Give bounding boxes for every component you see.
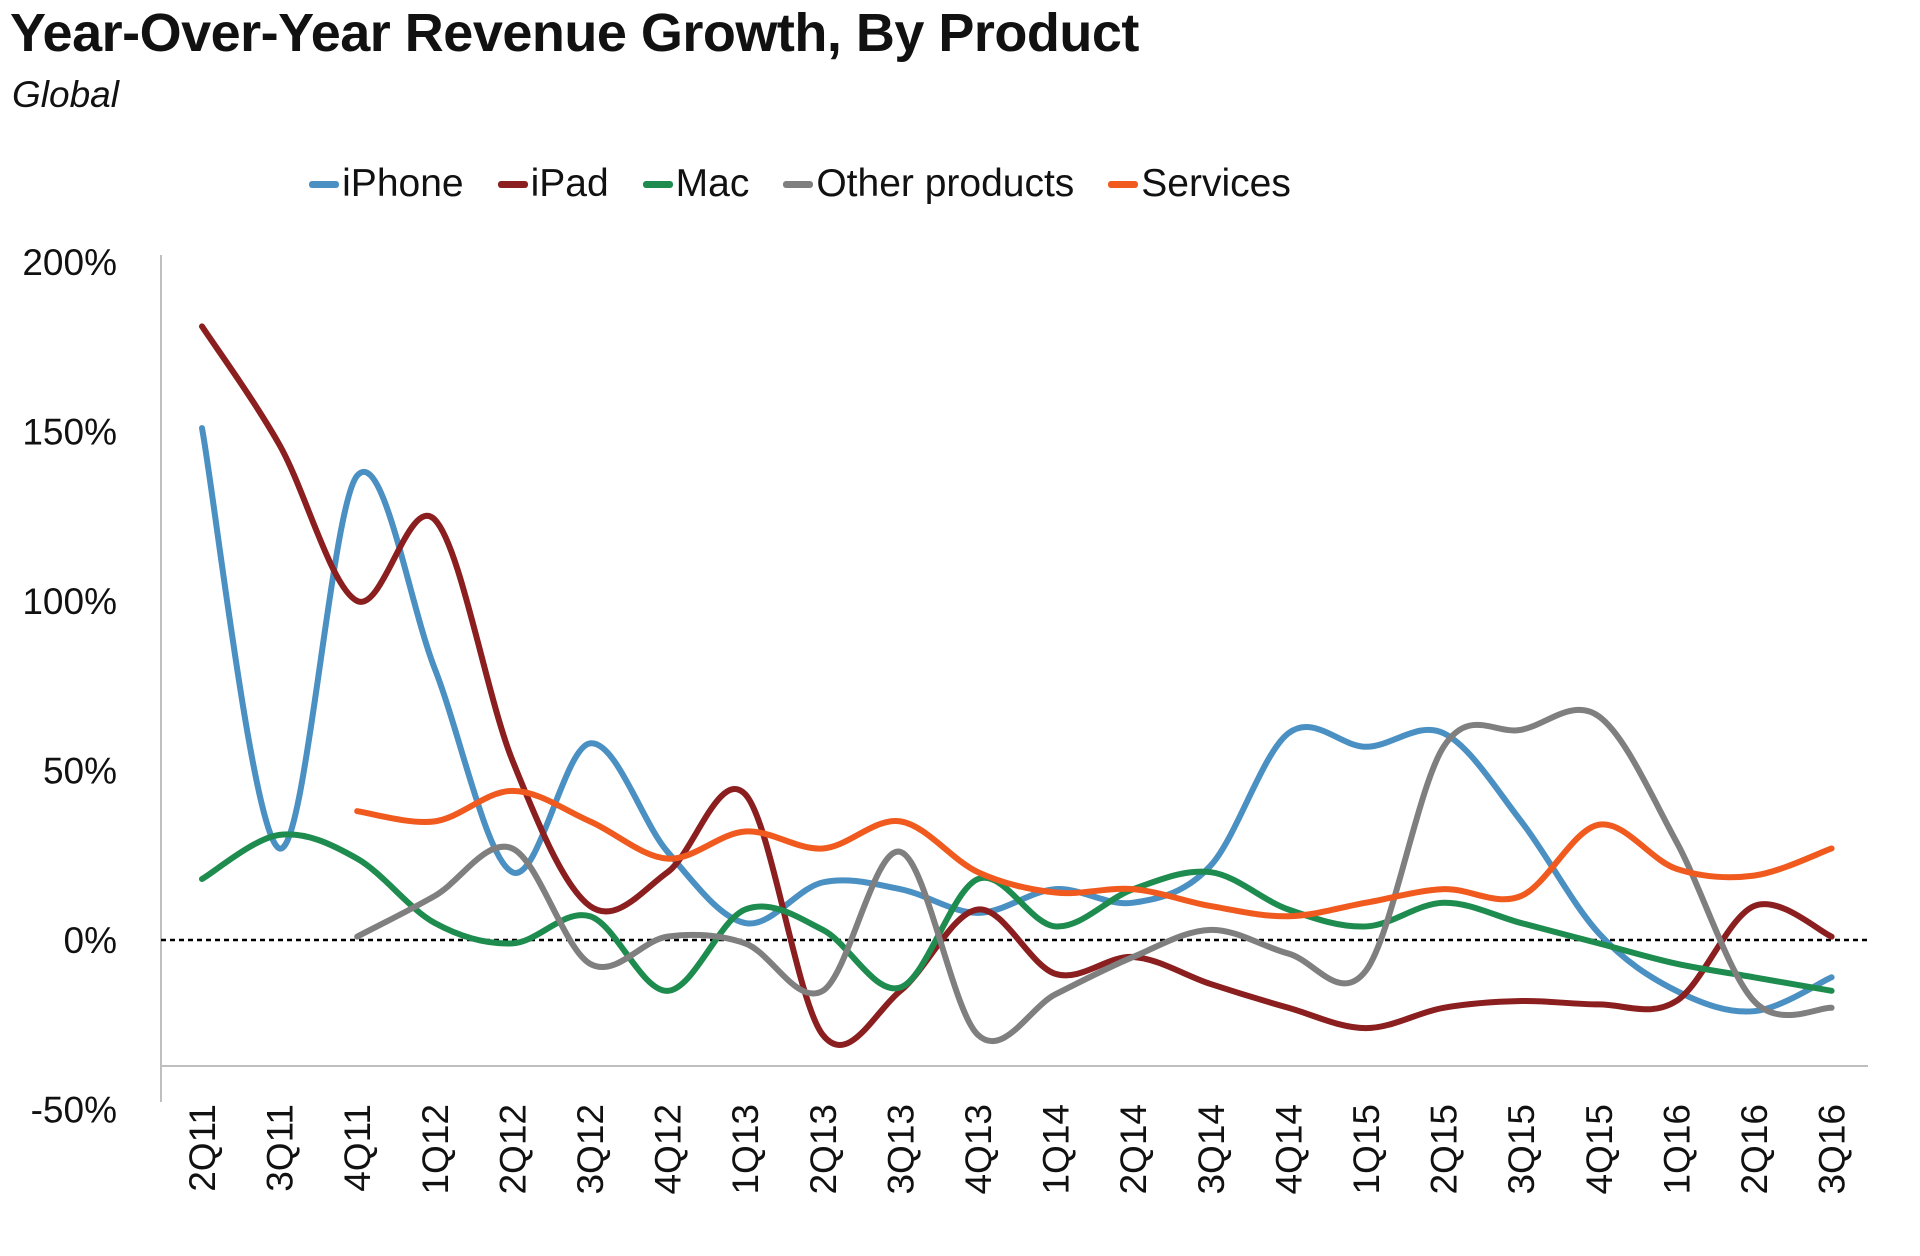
x-tick-label: 3Q16 <box>1812 1104 1853 1195</box>
y-tick-label: 0% <box>64 920 117 961</box>
legend-swatch <box>783 180 814 188</box>
x-tick-label: 4Q14 <box>1268 1104 1309 1195</box>
legend-label: Services <box>1141 162 1291 205</box>
series-line-services <box>354 787 1835 920</box>
x-tick-label: 2Q11 <box>182 1104 223 1192</box>
legend-item-mac: Mac <box>642 162 750 206</box>
x-tick-label: 1Q14 <box>1036 1104 1077 1195</box>
y-tick-label: -50% <box>31 1090 117 1131</box>
y-tick-label: 100% <box>22 581 117 622</box>
legend-swatch <box>642 180 673 188</box>
x-tick-label: 1Q16 <box>1656 1104 1697 1195</box>
series-line-mac <box>199 831 1835 994</box>
x-tick-label: 4Q15 <box>1579 1104 1620 1195</box>
legend-item-ipad: iPad <box>497 162 609 206</box>
legend-swatch <box>497 180 528 188</box>
legend-label: Mac <box>675 162 750 205</box>
legend-swatch <box>309 180 340 188</box>
legend-label: iPhone <box>342 162 464 205</box>
x-tick-label: 2Q13 <box>803 1104 844 1195</box>
x-tick-label: 3Q13 <box>880 1104 921 1195</box>
chart-title: Year-Over-Year Revenue Growth, By Produc… <box>10 3 1139 63</box>
series-line-other-products <box>354 707 1835 1045</box>
x-tick-label: 3Q15 <box>1501 1104 1542 1195</box>
x-tick-label: 2Q16 <box>1734 1104 1775 1195</box>
x-tick-label: 2Q14 <box>1113 1104 1154 1195</box>
x-tick-label: 3Q11 <box>260 1104 301 1192</box>
x-tick-label: 4Q12 <box>648 1104 689 1195</box>
x-tick-label: 3Q12 <box>570 1104 611 1195</box>
x-tick-label: 4Q13 <box>958 1104 999 1195</box>
legend-item-services: Services <box>1108 162 1291 206</box>
legend-swatch <box>1108 180 1139 188</box>
x-tick-label: 1Q15 <box>1346 1104 1387 1195</box>
chart-subtitle: Global <box>12 74 119 115</box>
x-tick-label: 4Q11 <box>337 1104 378 1192</box>
legend-item-iphone: iPhone <box>309 162 464 206</box>
y-tick-label: 50% <box>43 751 117 792</box>
y-tick-label: 150% <box>22 412 117 453</box>
legend-label: iPad <box>530 162 609 205</box>
series-line-ipad <box>199 323 1835 1048</box>
x-tick-label: 2Q15 <box>1424 1104 1465 1195</box>
series-line-iphone <box>199 425 1835 1015</box>
x-tick-label: 2Q12 <box>492 1104 533 1195</box>
x-tick-label: 1Q13 <box>725 1104 766 1195</box>
x-tick-label: 3Q14 <box>1191 1104 1232 1195</box>
legend: iPhone iPad Mac Other products Services <box>0 162 1760 206</box>
legend-label: Other products <box>816 162 1075 205</box>
legend-item-other-products: Other products <box>783 162 1074 206</box>
y-tick-label: 200% <box>22 242 117 283</box>
x-tick-label: 1Q12 <box>415 1104 456 1195</box>
